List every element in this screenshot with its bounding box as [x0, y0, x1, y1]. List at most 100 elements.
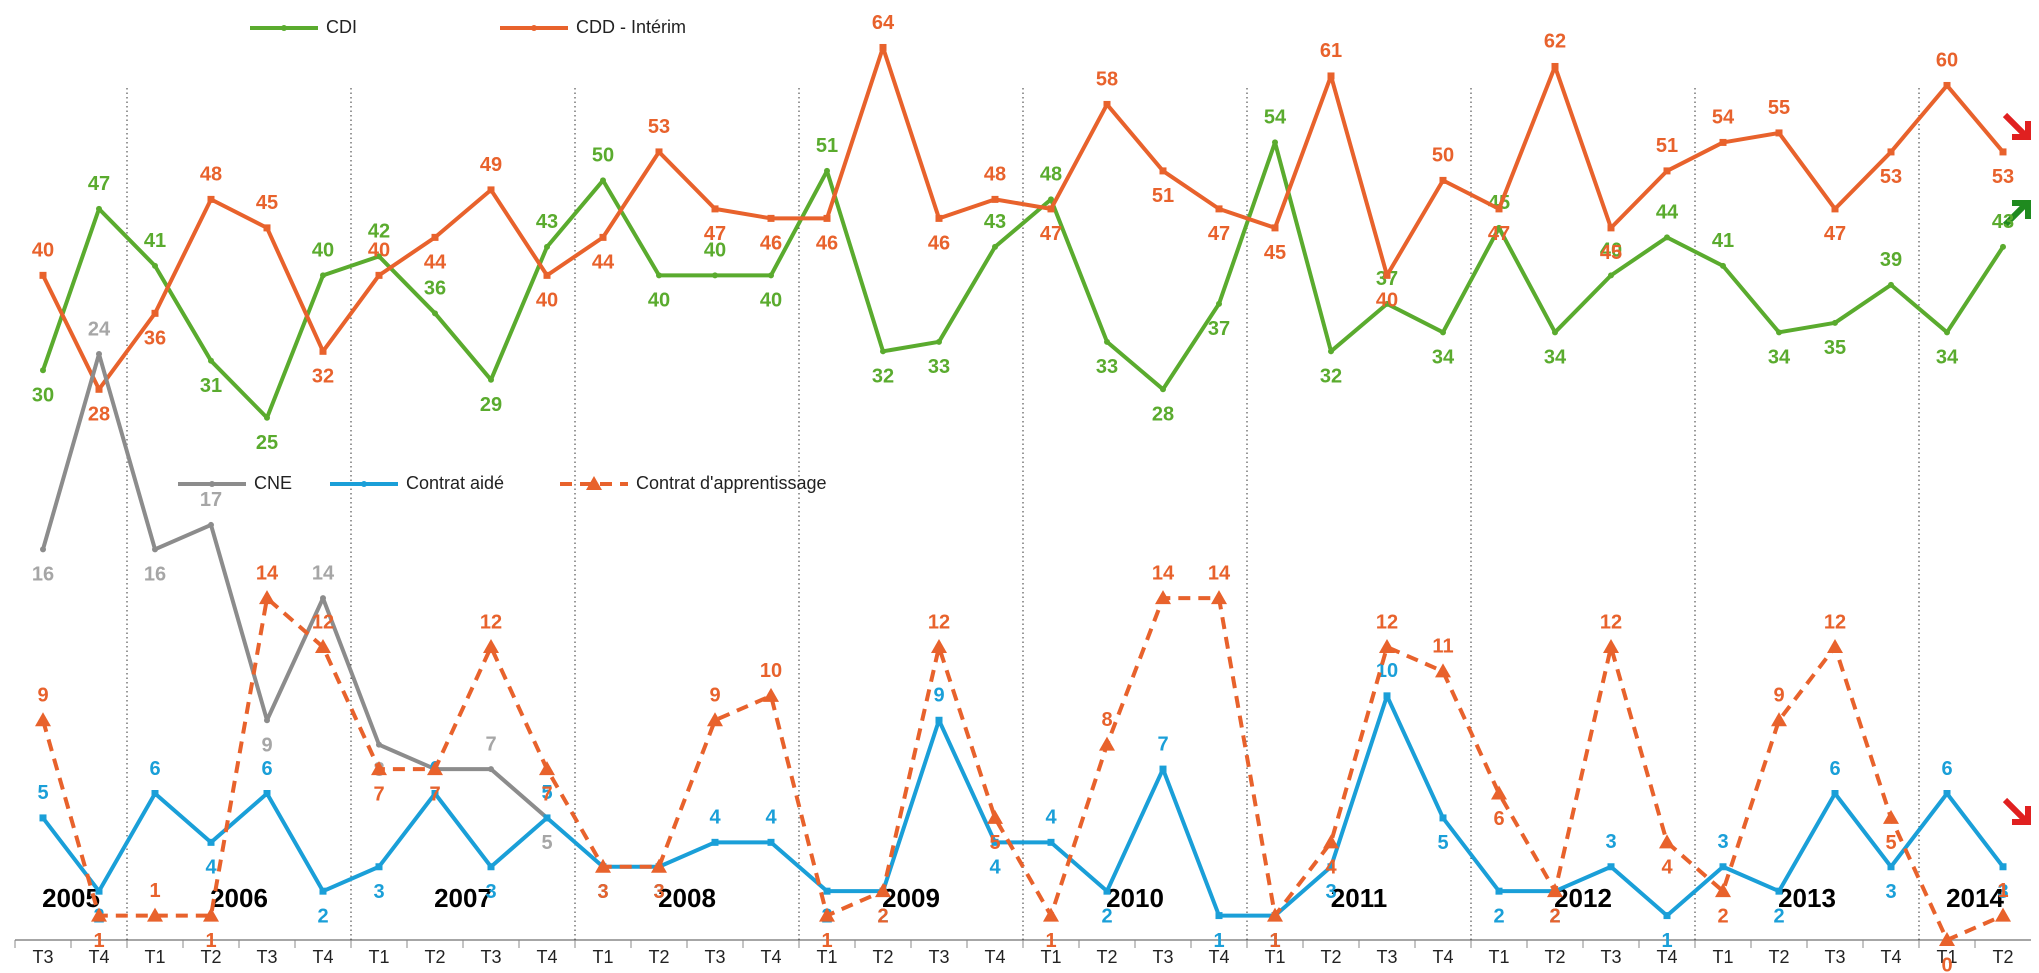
data-label: 4: [989, 857, 1001, 879]
data-label: 40: [760, 290, 782, 312]
marker: [1832, 319, 1838, 326]
marker: [432, 310, 438, 317]
marker: [1719, 863, 1727, 871]
year-label: 2009: [882, 883, 940, 913]
data-label: 44: [592, 252, 615, 274]
marker: [1608, 272, 1614, 279]
year-label: 2006: [210, 883, 268, 913]
year-label: 2007: [434, 883, 492, 913]
data-label: 61: [1320, 40, 1342, 62]
series-line: [41, 45, 2005, 392]
marker: [207, 195, 215, 203]
legend-label: Contrat aidé: [406, 473, 504, 493]
x-tick-label: T4: [312, 947, 333, 967]
x-tick-label: T3: [32, 947, 53, 967]
marker: [1160, 386, 1166, 393]
marker: [1659, 834, 1675, 849]
marker: [1216, 300, 1222, 307]
marker: [991, 195, 999, 203]
data-label: 44: [424, 252, 447, 274]
marker: [95, 385, 103, 393]
x-tick-label: T2: [1320, 947, 1341, 967]
data-label: 40: [536, 290, 558, 312]
x-tick-label: T4: [1208, 947, 1229, 967]
marker: [595, 858, 611, 873]
marker: [1383, 692, 1391, 700]
x-tick-label: T4: [760, 947, 781, 967]
data-label: 3: [485, 881, 496, 903]
marker: [1663, 912, 1671, 920]
data-label: 54: [1264, 107, 1287, 129]
x-tick-label: T1: [1712, 947, 1733, 967]
data-label: 14: [1208, 562, 1231, 584]
data-label: 32: [872, 366, 894, 388]
x-tick-label: T2: [1096, 947, 1117, 967]
x-tick-label: T3: [1152, 947, 1173, 967]
data-label: 14: [312, 562, 335, 584]
data-label: 0: [1941, 954, 1952, 973]
data-label: 12: [1600, 611, 1622, 633]
data-label: 7: [373, 783, 384, 805]
data-label: 12: [312, 611, 334, 633]
x-tick-label: T1: [1040, 947, 1061, 967]
data-label: 12: [928, 611, 950, 633]
trend-arrow-up: [2002, 200, 2031, 228]
data-label: 7: [1157, 733, 1168, 755]
marker: [40, 367, 46, 374]
legend-marker: [209, 481, 215, 487]
data-label: 3: [1605, 831, 1616, 853]
marker: [1048, 196, 1054, 203]
data-label: 43: [984, 211, 1006, 233]
legend-marker: [281, 25, 287, 31]
x-tick-label: T3: [704, 947, 725, 967]
marker: [1215, 205, 1223, 213]
data-label: 24: [88, 318, 111, 340]
year-label: 2011: [1331, 883, 1387, 913]
marker: [431, 233, 439, 241]
marker: [1663, 167, 1671, 175]
data-label: 34: [1544, 347, 1567, 369]
marker: [539, 761, 555, 776]
x-tick-label: T2: [648, 947, 669, 967]
data-label: 1: [1213, 930, 1224, 952]
data-label: 30: [32, 385, 54, 407]
marker: [483, 639, 499, 654]
marker: [600, 177, 606, 184]
marker: [1383, 271, 1391, 279]
data-label: 1: [1269, 930, 1280, 952]
marker: [823, 887, 831, 895]
data-label: 5: [541, 782, 552, 804]
marker: [35, 712, 51, 727]
data-label: 1: [149, 880, 160, 902]
data-label: 6: [1829, 758, 1840, 780]
year-label: 2008: [658, 883, 716, 913]
marker: [1715, 883, 1731, 898]
data-label: 48: [984, 164, 1006, 186]
data-label: 6: [261, 758, 272, 780]
marker: [1103, 100, 1111, 108]
series-line: [41, 140, 2005, 420]
data-label: 4: [765, 807, 777, 829]
marker: [1439, 814, 1447, 822]
marker: [711, 838, 719, 846]
marker: [767, 838, 775, 846]
data-label: 1: [205, 930, 216, 952]
data-label: 8: [1101, 709, 1112, 731]
data-label: 3: [597, 881, 608, 903]
data-label: 40: [704, 240, 726, 262]
x-tick-label: T3: [1376, 947, 1397, 967]
marker: [1547, 883, 1563, 898]
marker: [96, 351, 102, 358]
data-label: 5: [541, 832, 552, 854]
marker: [1384, 300, 1390, 307]
marker: [1552, 329, 1558, 336]
marker: [1495, 887, 1503, 895]
data-label: 2: [1549, 905, 1560, 927]
data-label: 46: [928, 233, 950, 255]
marker: [824, 167, 830, 174]
marker: [1831, 790, 1839, 798]
x-tick-label: T3: [928, 947, 949, 967]
marker: [376, 741, 382, 748]
marker: [263, 790, 271, 798]
